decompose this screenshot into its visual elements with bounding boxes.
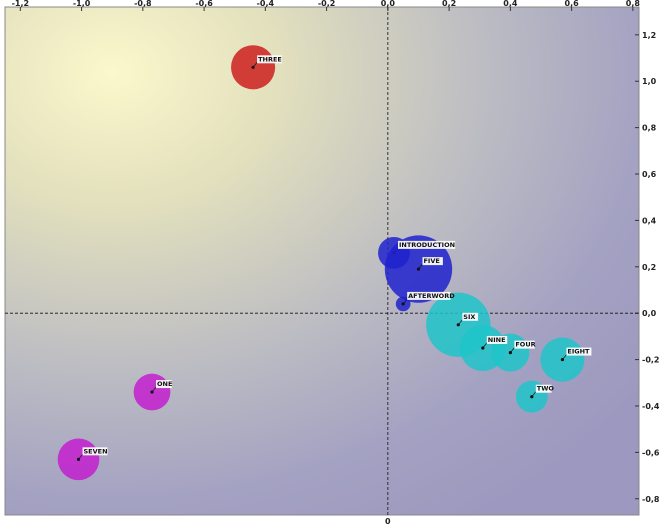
x-tick-label: -1,0 xyxy=(73,0,91,8)
y-tick-label: -0,4 xyxy=(642,402,660,411)
bubble-label-leader xyxy=(252,62,258,68)
y-tick-label: 0,6 xyxy=(642,170,657,179)
y-tick-label: 0,2 xyxy=(642,263,656,272)
bubble-label-box xyxy=(535,384,552,393)
bubble-label-text: THREE xyxy=(258,55,282,63)
bubble-label-text: AFTERWORD xyxy=(408,292,455,300)
x-tick-label: 0,8 xyxy=(626,0,641,8)
bubble-label-text: SIX xyxy=(463,313,475,321)
bubble-label-leader xyxy=(78,454,83,460)
bubble-label: EIGHT xyxy=(566,347,592,356)
x-tick-label: 0,4 xyxy=(503,0,518,8)
bubble-label-leader xyxy=(510,347,515,353)
x-tick-label: -0,4 xyxy=(257,0,275,8)
x-tick-label: 0,2 xyxy=(442,0,456,8)
bubble-label: NINE xyxy=(486,335,508,344)
bubble-label: FIVE xyxy=(422,257,443,266)
bubble-label-box xyxy=(422,257,443,266)
bubble-label-box xyxy=(397,240,456,249)
bubble-label-leader xyxy=(418,263,423,270)
bubble-label-leader xyxy=(151,386,157,393)
y-tick-label: 1,0 xyxy=(642,77,657,86)
zero-axis-label: 0 xyxy=(385,517,391,526)
x-tick-label: -1,2 xyxy=(12,0,30,8)
bubble-label-leader xyxy=(562,354,567,360)
y-tick-label: 0,8 xyxy=(642,124,657,133)
bubble-label: SEVEN xyxy=(82,447,108,456)
x-tick-label: -0,2 xyxy=(318,0,336,8)
bubble-label-leader xyxy=(402,298,408,305)
bubble-label-text: ONE xyxy=(157,380,172,388)
x-tick-label: -0,6 xyxy=(195,0,213,8)
bubble-label-leader xyxy=(531,391,537,397)
bubble-label: THREE xyxy=(257,55,283,64)
y-tick-label: -0,8 xyxy=(642,495,660,504)
y-tick-label: 0,4 xyxy=(642,216,657,225)
bubble-label: ONE xyxy=(156,380,172,389)
x-tick-label: 0,0 xyxy=(381,0,396,8)
bubble-label-leader xyxy=(458,319,463,326)
bubble-label-box xyxy=(514,340,535,349)
y-tick-label: 0,0 xyxy=(642,309,657,318)
bubble-label: TWO xyxy=(535,384,555,393)
plot-background xyxy=(4,6,640,516)
y-tick-label: -0,6 xyxy=(642,448,660,457)
bubble-label-text: FIVE xyxy=(423,257,439,265)
y-tick-label: 1,2 xyxy=(642,31,656,40)
bubble-label-box xyxy=(462,312,479,321)
bubble-label: SIX xyxy=(462,312,479,321)
bubble-label-box xyxy=(566,347,592,356)
bubble-label-box xyxy=(257,55,283,64)
bubble-label-box xyxy=(156,380,172,389)
bubble-label-box xyxy=(407,291,451,300)
x-tick-label: 0,6 xyxy=(565,0,580,8)
bubble-label-box xyxy=(486,335,508,344)
y-tick-label: -0,2 xyxy=(642,356,660,365)
bubble-label-text: TWO xyxy=(537,385,555,393)
bubble-label-box xyxy=(82,447,108,456)
bubble-label: INTRODUCTION xyxy=(397,240,456,249)
bubble-label-leader xyxy=(482,342,488,349)
bubble-label-text: EIGHT xyxy=(567,348,590,356)
bubble-label-text: INTRODUCTION xyxy=(399,241,455,249)
bubble-label: FOUR xyxy=(514,340,536,349)
bubble-label: AFTERWORD xyxy=(407,291,455,300)
bubble-label-text: SEVEN xyxy=(84,447,108,455)
bubble-label-text: NINE xyxy=(488,336,506,344)
x-tick-label: -0,8 xyxy=(134,0,152,8)
bubble-label-text: FOUR xyxy=(515,341,535,349)
